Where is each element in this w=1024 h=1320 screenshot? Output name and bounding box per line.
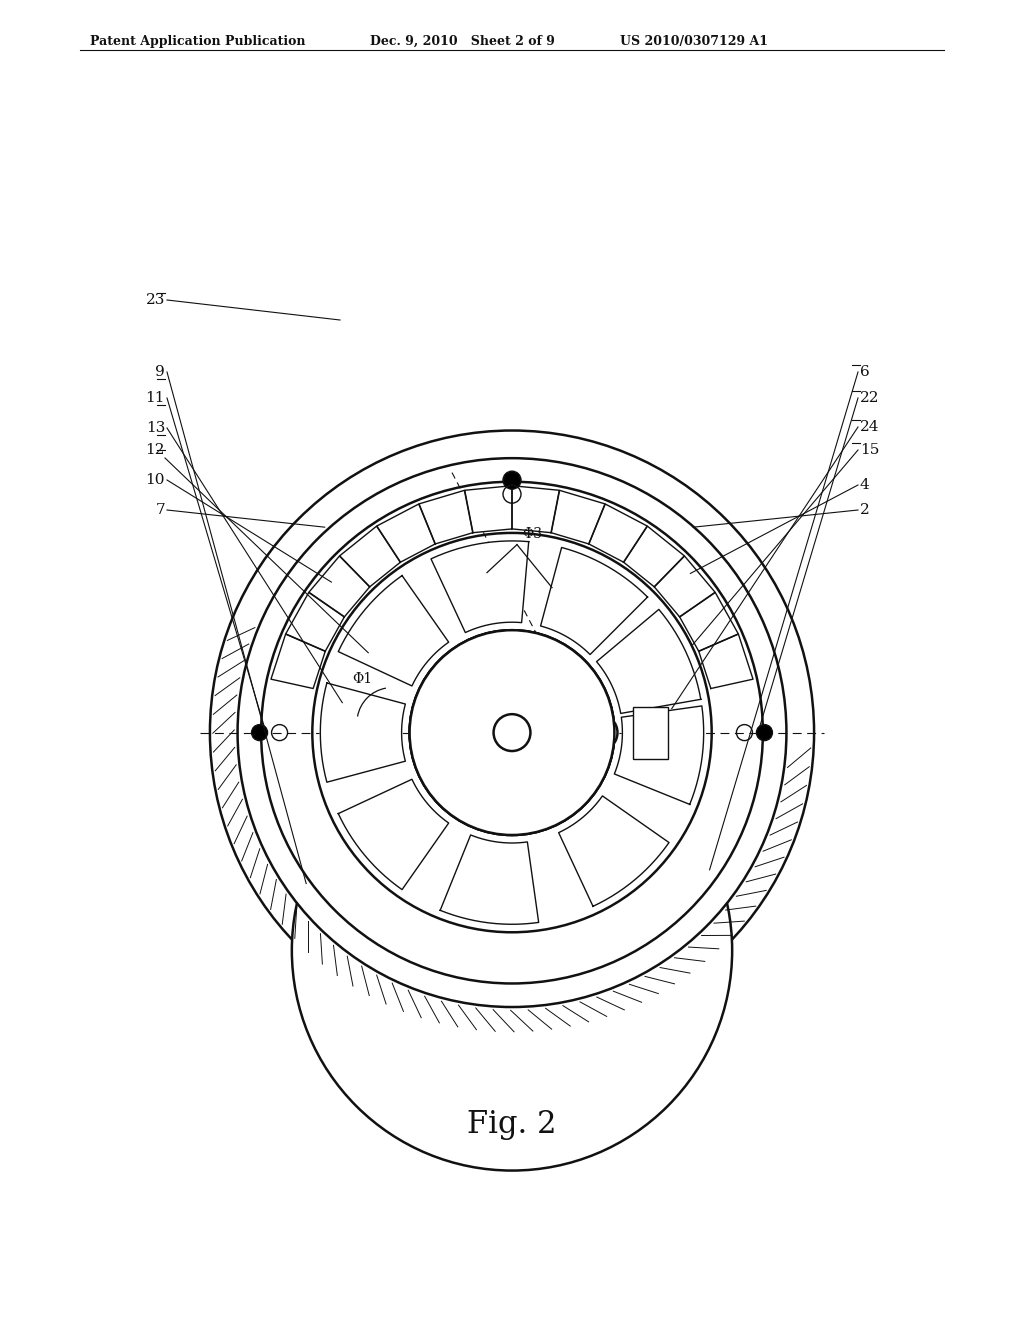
Bar [633,706,668,759]
Polygon shape [654,556,715,616]
Circle shape [410,630,614,836]
Text: 2: 2 [860,503,869,517]
Polygon shape [271,634,326,689]
Text: Φ1: Φ1 [352,672,372,685]
Polygon shape [597,610,700,713]
Polygon shape [321,682,406,783]
Polygon shape [419,490,473,544]
Polygon shape [440,836,539,924]
Polygon shape [541,548,647,655]
Polygon shape [698,634,753,689]
Text: 23: 23 [145,293,165,308]
Polygon shape [589,504,647,562]
Circle shape [410,630,614,836]
Text: 11: 11 [145,391,165,405]
Circle shape [261,482,763,983]
Text: 24: 24 [860,420,880,434]
Polygon shape [431,541,528,632]
Polygon shape [286,593,344,651]
Text: 7: 7 [156,503,165,517]
Polygon shape [340,527,400,587]
Polygon shape [559,796,669,907]
Text: US 2010/0307129 A1: US 2010/0307129 A1 [620,36,768,48]
Polygon shape [415,700,515,830]
Circle shape [312,533,712,932]
Circle shape [210,430,814,1035]
Polygon shape [465,486,512,533]
Text: 9: 9 [156,366,165,379]
Circle shape [581,714,617,751]
Circle shape [292,730,732,1171]
Text: 12: 12 [145,444,165,457]
Polygon shape [377,504,435,562]
Text: Dec. 9, 2010   Sheet 2 of 9: Dec. 9, 2010 Sheet 2 of 9 [370,36,555,48]
Polygon shape [551,490,605,544]
Polygon shape [338,576,449,686]
Polygon shape [680,593,738,651]
Circle shape [503,471,521,490]
Text: 13: 13 [145,421,165,436]
Circle shape [238,458,786,1007]
Text: 15: 15 [860,444,880,457]
Text: Patent Application Publication: Patent Application Publication [90,36,305,48]
Circle shape [410,630,614,836]
Polygon shape [624,527,684,587]
Text: 22: 22 [860,391,880,405]
Polygon shape [338,779,449,890]
Circle shape [757,725,772,741]
Circle shape [494,714,530,751]
Text: 10: 10 [145,473,165,487]
Text: 4: 4 [860,478,869,492]
Polygon shape [512,486,559,533]
Polygon shape [309,556,370,616]
Text: 6: 6 [860,366,869,379]
Text: Fig. 2: Fig. 2 [467,1110,557,1140]
Text: Φ3: Φ3 [522,527,542,541]
Polygon shape [614,706,703,804]
Circle shape [252,725,267,741]
